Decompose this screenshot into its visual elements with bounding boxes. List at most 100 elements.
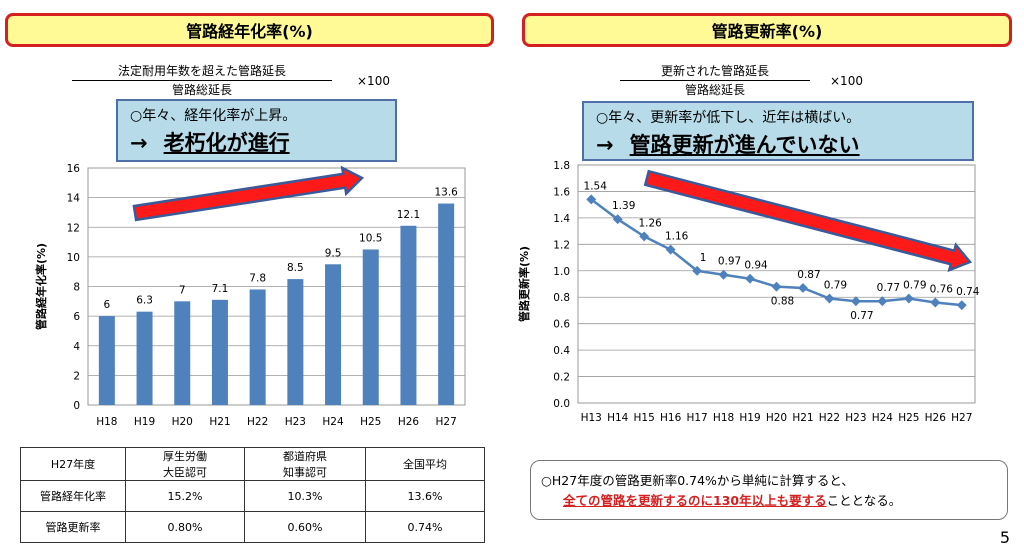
data-point	[824, 293, 835, 304]
table-cell: 0.80%	[125, 511, 245, 543]
data-label: 13.6	[434, 187, 458, 199]
data-point	[745, 273, 755, 284]
formula-numerator: 更新された管路延長	[620, 62, 810, 81]
data-label: 1.16	[665, 231, 689, 243]
bar	[136, 311, 153, 405]
formula-denominator: 管路総延長	[171, 83, 232, 97]
x-tick-label: H27	[951, 412, 972, 424]
aging-rate-header: 管路経年化率(%)	[5, 13, 494, 47]
x-tick-label: H19	[134, 416, 155, 428]
data-label: 7.1	[212, 283, 229, 295]
data-label: 0.88	[771, 296, 794, 308]
data-label: 7	[179, 284, 186, 296]
x-tick-label: H15	[634, 412, 655, 424]
page-number: 5	[999, 528, 1010, 547]
formula-multiplier: ×100	[830, 74, 863, 88]
y-tick-label: 1.2	[553, 239, 570, 251]
table-cell: 管路経年化率	[20, 480, 126, 512]
data-label: 0.77	[877, 282, 900, 294]
bar	[287, 279, 304, 405]
data-label: 0.76	[930, 284, 954, 296]
y-tick-label: 0.2	[553, 372, 570, 384]
x-tick-label: H23	[845, 412, 866, 424]
callout-conclusion: 管路更新が進んでいない	[629, 133, 860, 157]
x-tick-label: H23	[285, 416, 306, 428]
bar	[211, 299, 228, 405]
x-tick-label: H18	[713, 412, 734, 424]
y-tick-label: 4	[73, 341, 80, 353]
y-tick-label: 1.8	[553, 160, 570, 172]
table-cell: 0.60%	[244, 511, 366, 543]
data-label: 6.3	[136, 295, 153, 307]
x-tick-label: H16	[660, 412, 682, 424]
bar	[249, 289, 266, 405]
x-tick-label: H13	[581, 412, 602, 424]
trend-down-arrow	[643, 169, 973, 273]
bar	[400, 225, 417, 405]
data-label: 1.26	[638, 217, 662, 229]
data-point	[612, 214, 623, 225]
trend-up-arrow	[132, 165, 365, 222]
y-axis-label: 管路経年化率(%)	[34, 243, 48, 330]
bar	[174, 301, 191, 405]
y-tick-label: 0.6	[553, 319, 570, 331]
x-tick-label: H20	[766, 412, 787, 424]
data-label: 8.5	[287, 262, 304, 274]
data-label: 7.8	[249, 272, 266, 284]
x-tick-label: H22	[819, 412, 840, 424]
y-tick-label: 1.0	[553, 266, 570, 278]
y-tick-label: 1.6	[553, 186, 570, 198]
data-label: 1	[700, 252, 707, 264]
table-cell: 0.74%	[365, 511, 485, 543]
comparison-table: H27年度 厚生労働 大臣認可 都道府県 知事認可 全国平均 管路経年化率 15…	[20, 447, 485, 543]
table-cell: 10.3%	[244, 480, 366, 512]
data-label: 0.79	[824, 280, 847, 292]
y-tick-label: 16	[67, 163, 81, 175]
y-tick-label: 1.4	[553, 213, 570, 225]
note-line2-rest: こととなる。	[826, 493, 902, 508]
table-cell: 13.6%	[365, 480, 485, 512]
data-label: 12.1	[397, 209, 420, 221]
data-point	[850, 296, 861, 307]
x-tick-label: H19	[739, 412, 760, 424]
table-header: 全国平均	[365, 447, 485, 481]
renewal-callout: ○年々、更新率が低下し、近年は横ばい。 → 管路更新が進んでいない	[582, 101, 974, 161]
data-point	[903, 293, 914, 304]
callout-text: ○年々、更新率が低下し、近年は横ばい。	[596, 110, 861, 126]
arrow-glyph: →	[130, 131, 148, 155]
x-tick-label: H21	[792, 412, 813, 424]
x-tick-label: H20	[172, 416, 193, 428]
x-tick-label: H26	[925, 412, 947, 424]
bar	[362, 249, 379, 405]
conclusion-note: ○H27年度の管路更新率0.74%から単純に計算すると、 全ての管路を更新するの…	[530, 460, 1008, 520]
arrow-glyph: →	[596, 133, 614, 157]
data-label: 1.39	[612, 200, 635, 212]
data-label: 0.74	[956, 286, 980, 298]
data-point	[956, 300, 967, 311]
data-label: 0.77	[850, 310, 873, 322]
data-point	[665, 244, 676, 255]
x-tick-label: H25	[898, 412, 919, 424]
data-point	[798, 283, 808, 293]
data-point	[639, 231, 650, 242]
data-label: 0.94	[744, 260, 768, 272]
note-emphasis: 全ての管路を更新するのに130年以上も要する	[563, 493, 827, 508]
y-tick-label: 10	[67, 252, 80, 264]
table-cell: 管路更新率	[20, 511, 126, 543]
x-tick-label: H24	[872, 412, 894, 424]
y-tick-label: 6	[73, 311, 80, 323]
bar	[98, 316, 115, 405]
y-tick-label: 14	[67, 193, 81, 205]
data-label: 10.5	[359, 232, 382, 244]
x-tick-label: H21	[209, 416, 230, 428]
data-point	[586, 194, 597, 205]
y-tick-label: 0.0	[553, 398, 570, 410]
callout-text: ○年々、経年化率が上昇。	[130, 108, 297, 124]
data-point	[877, 296, 888, 307]
data-label: 0.97	[718, 256, 741, 268]
data-point	[692, 265, 703, 276]
table-cell: 15.2%	[125, 480, 245, 512]
data-point	[718, 269, 729, 280]
x-tick-label: H26	[398, 416, 420, 428]
